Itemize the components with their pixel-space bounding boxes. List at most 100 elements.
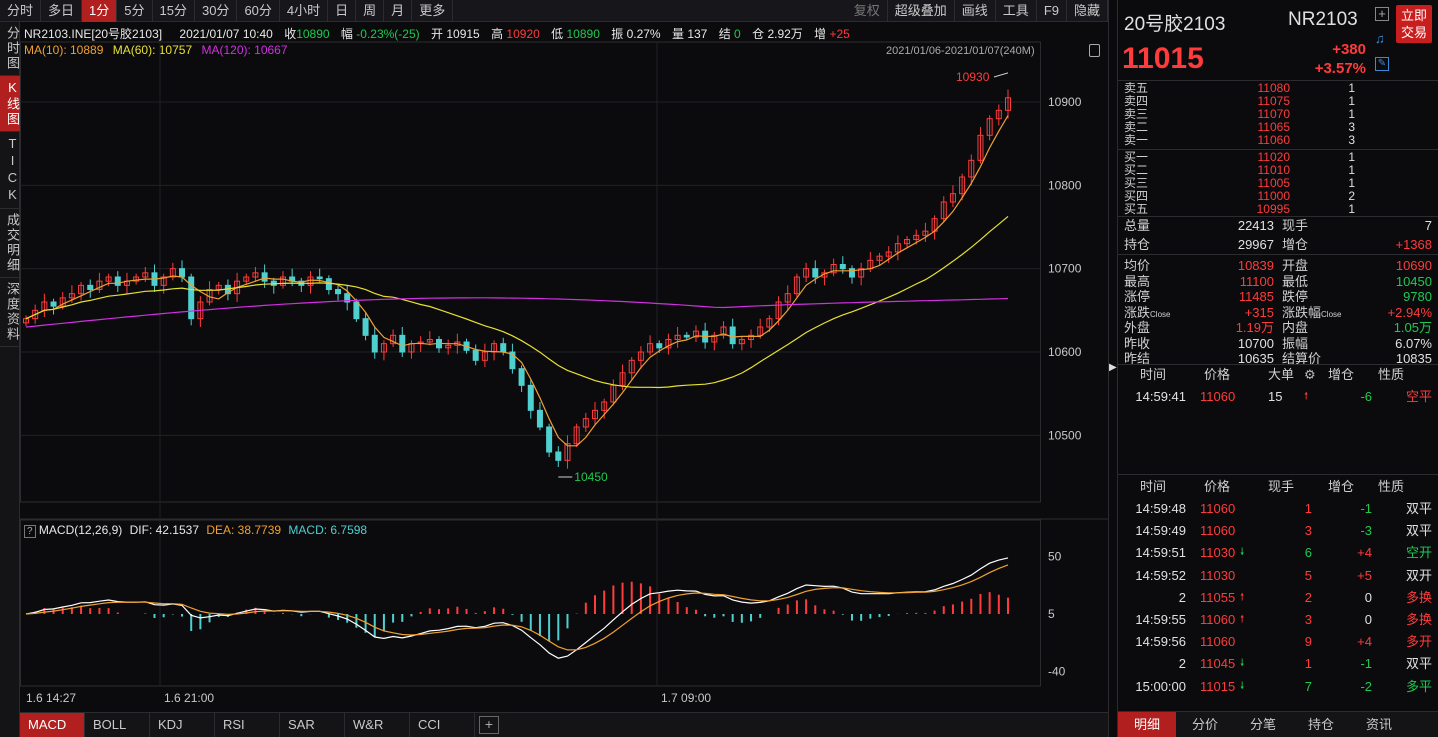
period-tab[interactable]: 4小时: [280, 0, 329, 22]
period-tab[interactable]: 30分: [195, 0, 238, 22]
candle-body: [784, 293, 791, 303]
bid-label: 买一: [1124, 150, 1149, 164]
candle-body: [188, 276, 195, 320]
view-tab[interactable]: 深度资料: [0, 278, 20, 347]
trade-row: 2 11045 🠗 1 -1 双平: [1118, 653, 1438, 675]
tool-button[interactable]: 隐藏: [1067, 0, 1108, 22]
ask-volume: 1: [1348, 107, 1355, 121]
trade-row: 15:00:00 11015 🠗 7 -2 多平: [1118, 676, 1438, 698]
bid-volume: 1: [1348, 150, 1355, 164]
period-tab[interactable]: 月: [384, 0, 413, 22]
indicator-tab[interactable]: KDJ: [150, 713, 215, 737]
candle-body: [546, 426, 553, 453]
bid-label: 买五: [1124, 202, 1149, 216]
period-tab[interactable]: 日: [328, 0, 357, 22]
indicator-tab[interactable]: BOLL: [85, 713, 150, 737]
stat-value: 9780: [1403, 289, 1432, 304]
detail-tab[interactable]: 持仓: [1307, 717, 1334, 732]
trade-qty: 2: [1304, 589, 1312, 605]
left-view-tabs: 分时图 K线图 TICK 成交明细 深度资料: [0, 22, 20, 737]
table-header: 时间 价格 大单 增仓 性质 ⚙: [1118, 364, 1438, 386]
period-tab[interactable]: 5分: [117, 0, 153, 22]
lock-icon[interactable]: [1089, 44, 1100, 57]
candle-body: [977, 134, 984, 161]
detail-tab[interactable]: 明细: [1118, 712, 1176, 737]
tool-button[interactable]: 复权: [847, 0, 888, 22]
trade-qty: 5: [1304, 567, 1312, 583]
candle-body: [601, 401, 608, 411]
candle-body: [179, 268, 186, 278]
candle-body: [775, 301, 782, 320]
trade-row: 14:59:52 11030 5 +5 双开: [1118, 565, 1438, 587]
collapse-arrow-icon[interactable]: ▶: [1109, 362, 1117, 373]
bar-volume: 137: [687, 27, 708, 41]
candle-body: [619, 372, 626, 386]
tool-button[interactable]: 超级叠加: [888, 0, 955, 22]
bar-swing: 0.27%: [626, 27, 661, 41]
add-indicator-button[interactable]: +: [479, 716, 499, 734]
candle-body: [1005, 97, 1011, 111]
column-header: 价格: [1204, 367, 1231, 382]
ma-legend: MA(10): 10889 MA(60): 10757 MA(120): 106…: [24, 43, 288, 57]
period-tab[interactable]: 更多: [412, 0, 454, 22]
panel-splitter[interactable]: [1108, 0, 1118, 737]
indicator-tab[interactable]: CCI: [410, 713, 475, 737]
bid-row: 买三 11005 1: [1118, 177, 1368, 190]
period-tab[interactable]: 多日: [41, 0, 83, 22]
view-tab[interactable]: 成交明细: [0, 209, 20, 278]
ask-row: 卖四 11075 1: [1118, 95, 1368, 108]
add-icon[interactable]: +: [1375, 7, 1389, 21]
trade-row: 14:59:55 11060 🠕 3 0 多换: [1118, 609, 1438, 631]
period-tab[interactable]: 15分: [153, 0, 195, 22]
candle-body: [940, 201, 947, 220]
kline-chart[interactable]: 10900 10800 10700 10600 10500 1.6 14:27 1.6 21…: [20, 22, 1108, 712]
candle-body: [362, 318, 369, 336]
help-icon[interactable]: ?: [24, 525, 36, 538]
trade-price: 11045: [1200, 656, 1236, 672]
detail-tab[interactable]: 分笔: [1249, 717, 1276, 732]
period-tab[interactable]: 1分: [82, 0, 118, 22]
bar-oi: 2.92万: [767, 27, 803, 41]
macd-tick-label: -40: [1048, 665, 1066, 679]
stat-value: 22413: [1237, 218, 1274, 233]
stat-row: 总量 22413 现手 7: [1118, 216, 1438, 235]
arrow-up-icon: 🠕: [1240, 591, 1245, 603]
candle-body: [729, 326, 736, 345]
settings-icon[interactable]: ⚙: [1304, 367, 1316, 382]
period-tab[interactable]: 60分: [237, 0, 280, 22]
candle-body: [261, 272, 268, 282]
indicator-tab[interactable]: MACD: [20, 713, 85, 737]
indicator-tab[interactable]: RSI: [215, 713, 280, 737]
macd-tick-label: 50: [1048, 549, 1062, 563]
ask-volume: 3: [1348, 133, 1355, 147]
trade-oi-change: +4: [1357, 545, 1372, 561]
edit-icon[interactable]: ✎: [1375, 57, 1389, 71]
low-marker: 10450: [574, 470, 608, 484]
candle-body: [830, 264, 837, 274]
candle-body: [592, 409, 599, 420]
view-tab[interactable]: K线图: [0, 76, 20, 132]
view-tab[interactable]: 分时图: [0, 22, 20, 76]
ask-row: 卖一 11060 3: [1118, 134, 1368, 147]
period-toolbar: 分时 多日 1分 5分 15分 30分 60分 4小时日周月更多 复权 超级叠加 画线 工具 F9 隐藏: [0, 0, 1108, 22]
indicator-tab[interactable]: W&R: [345, 713, 410, 737]
dea-value: DEA: 38.7739: [206, 523, 282, 537]
trade-now-button[interactable]: 立即交易: [1396, 5, 1432, 43]
detail-tab[interactable]: 资讯: [1365, 717, 1392, 732]
detail-tab[interactable]: 分价: [1191, 717, 1218, 732]
stat-row: 最高 11100 最低 10450: [1118, 272, 1438, 291]
trade-oi-change: -1: [1360, 656, 1372, 672]
tool-button[interactable]: 画线: [955, 0, 996, 22]
candle-body: [32, 309, 39, 320]
period-tab[interactable]: 分时: [0, 0, 42, 22]
candle-body: [252, 272, 259, 278]
candle-body: [564, 443, 571, 461]
period-tab[interactable]: 周: [356, 0, 385, 22]
tool-button[interactable]: F9: [1037, 0, 1067, 22]
view-tab[interactable]: TICK: [0, 132, 20, 209]
tool-button[interactable]: 工具: [996, 0, 1037, 22]
candle-body: [68, 293, 75, 299]
indicator-tab[interactable]: SAR: [280, 713, 345, 737]
stat-label: 内盘: [1282, 320, 1309, 335]
bell-icon[interactable]: ♫: [1375, 31, 1385, 46]
